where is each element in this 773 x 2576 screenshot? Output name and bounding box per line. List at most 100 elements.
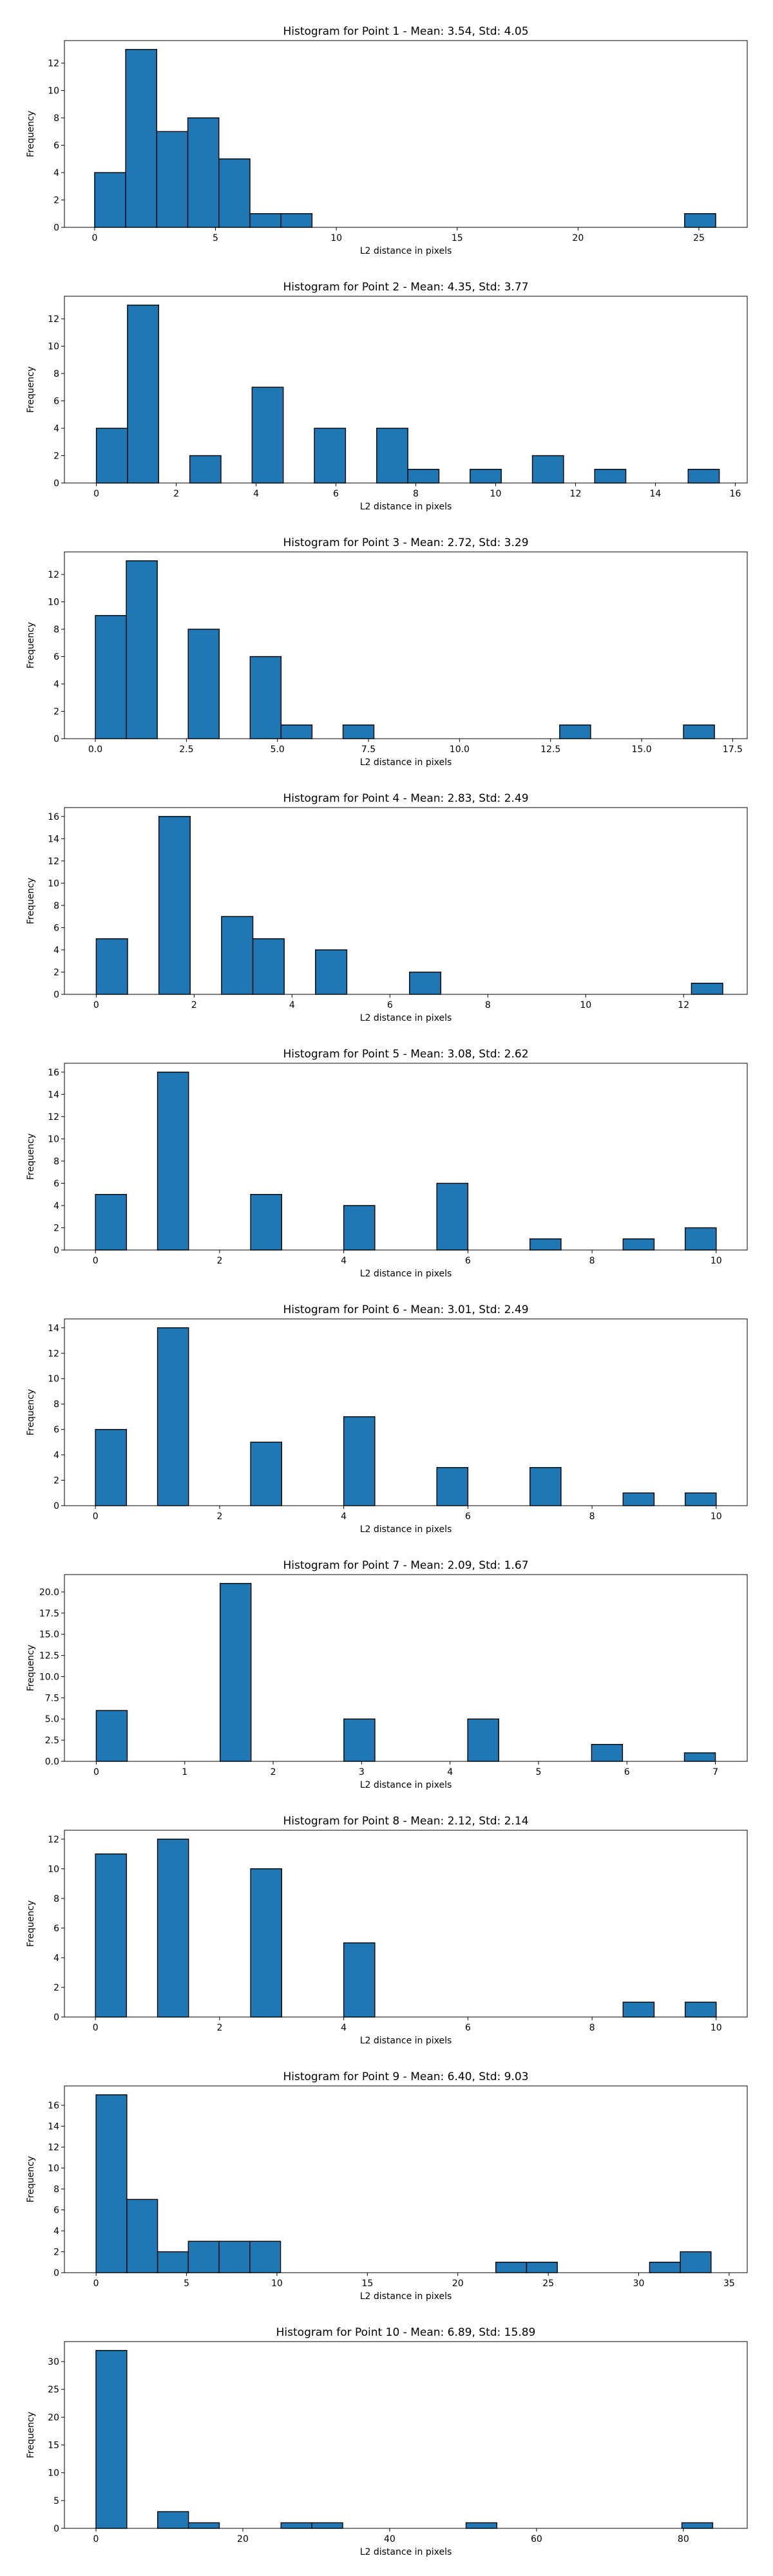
y-tick-label: 8 — [53, 901, 59, 911]
histogram-bar — [343, 1416, 376, 1506]
y-tick-label: 16 — [48, 2101, 59, 2111]
histogram-bar — [95, 615, 127, 739]
histogram-bar — [684, 1227, 717, 1251]
x-tick-label: 17.5 — [723, 744, 743, 755]
x-tick-label: 0 — [93, 1767, 99, 1777]
x-tick-label: 6 — [387, 1000, 393, 1010]
x-axis-label: L2 distance in pixels — [360, 502, 452, 512]
y-tick-label: 2 — [53, 2248, 59, 2258]
x-tick-label: 6 — [333, 489, 339, 499]
y-tick-label: 2 — [53, 1476, 59, 1486]
x-tick-label: 6 — [465, 2023, 471, 2033]
axes-frame — [64, 551, 748, 739]
x-tick-label: 12 — [678, 1000, 689, 1010]
x-tick-label: 35 — [723, 2278, 735, 2289]
x-tick-label: 20 — [452, 2278, 464, 2289]
y-tick-label: 5.0 — [45, 1714, 59, 1725]
chart-title: Histogram for Point 6 - Mean: 3.01, Std:… — [283, 1303, 528, 1316]
histogram-bar — [249, 213, 282, 228]
histogram-bar — [680, 2251, 712, 2273]
y-tick-label: 0 — [53, 1501, 59, 1511]
histogram-bar — [343, 1205, 376, 1251]
x-tick-label: 5 — [535, 1767, 541, 1777]
histogram-bar — [467, 1718, 499, 1762]
histogram-bar — [157, 1839, 189, 2018]
chart-title: Histogram for Point 4 - Mean: 2.83, Std:… — [283, 792, 528, 805]
x-tick-label: 10 — [711, 1511, 722, 1522]
histogram-bar — [465, 2522, 498, 2529]
y-tick-label: 6 — [53, 652, 59, 663]
histogram-bar — [125, 49, 158, 228]
y-tick-label: 5 — [53, 2496, 59, 2506]
x-tick-label: 10.0 — [450, 744, 470, 755]
x-tick-label: 14 — [650, 489, 662, 499]
x-axis-label: L2 distance in pixels — [360, 757, 452, 768]
y-tick-label: 10 — [48, 1864, 59, 1875]
axes-frame — [64, 40, 748, 228]
histogram-bar — [157, 1072, 189, 1251]
histogram-bar — [252, 938, 285, 995]
y-axis-label: Frequency — [26, 1900, 36, 1947]
x-tick-label: 25 — [542, 2278, 554, 2289]
histogram-bar — [95, 428, 128, 484]
histogram-bar — [219, 1583, 252, 1762]
x-tick-label: 0 — [93, 2278, 99, 2289]
histogram-bar — [221, 916, 254, 995]
chart-title: Histogram for Point 3 - Mean: 2.72, Std:… — [283, 536, 528, 549]
y-tick-label: 0 — [53, 478, 59, 489]
x-axis-label: L2 distance in pixels — [360, 2036, 452, 2046]
histogram-bar — [591, 1743, 624, 1762]
x-tick-label: 6 — [465, 1511, 471, 1522]
x-axis-label: L2 distance in pixels — [360, 1524, 452, 1535]
axes-frame — [64, 2085, 748, 2273]
histogram-bar — [95, 2350, 128, 2529]
x-tick-label: 12 — [570, 489, 582, 499]
histogram-bar — [127, 305, 159, 484]
x-tick-label: 7.5 — [361, 744, 376, 755]
y-tick-label: 10.0 — [39, 1672, 59, 1682]
y-tick-label: 8 — [53, 1399, 59, 1410]
chart-title: Histogram for Point 1 - Mean: 3.54, Std:… — [283, 25, 528, 38]
x-tick-label: 1 — [182, 1767, 187, 1777]
x-tick-label: 2 — [191, 1000, 197, 1010]
y-tick-label: 10 — [48, 1374, 59, 1385]
y-tick-label: 6 — [53, 397, 59, 407]
chart-title: Histogram for Point 10 - Mean: 6.89, Std… — [276, 2326, 536, 2339]
histogram-bar — [250, 1441, 282, 1506]
histogram-bar — [681, 2522, 714, 2529]
x-tick-label: 15.0 — [631, 744, 651, 755]
x-tick-label: 10 — [580, 1000, 591, 1010]
histogram-panel: Histogram for Point 4 - Mean: 2.83, Std:… — [26, 792, 748, 1023]
y-tick-label: 10 — [48, 2468, 59, 2479]
x-tick-label: 15 — [361, 2278, 373, 2289]
y-tick-label: 16 — [48, 812, 59, 822]
y-tick-label: 17.5 — [39, 1609, 59, 1619]
histogram-panel: Histogram for Point 10 - Mean: 6.89, Std… — [26, 2326, 748, 2557]
y-tick-label: 15 — [48, 2441, 59, 2451]
y-tick-label: 0 — [53, 734, 59, 744]
y-axis-label: Frequency — [26, 2412, 36, 2458]
x-tick-label: 0 — [93, 2534, 99, 2544]
histogram-panel: Histogram for Point 2 - Mean: 4.35, Std:… — [26, 281, 748, 512]
histogram-bar — [531, 455, 564, 484]
x-tick-label: 20 — [572, 233, 584, 243]
y-axis-label: Frequency — [26, 2156, 36, 2202]
x-tick-label: 5.0 — [271, 744, 285, 755]
histogram-bar — [249, 2240, 282, 2273]
x-axis-label: L2 distance in pixels — [360, 1013, 452, 1023]
x-tick-label: 8 — [589, 2023, 595, 2033]
y-tick-label: 14 — [48, 1090, 59, 1100]
histogram-bar — [95, 938, 128, 995]
x-tick-label: 15 — [452, 233, 463, 243]
histogram-bar — [311, 2522, 343, 2529]
axes-frame — [64, 1063, 748, 1251]
y-tick-label: 2 — [53, 451, 59, 462]
x-axis-label: L2 distance in pixels — [360, 1780, 452, 1790]
x-tick-label: 10 — [330, 233, 342, 243]
histogram-bar — [684, 213, 716, 228]
x-tick-label: 12.5 — [540, 744, 560, 755]
y-tick-label: 12 — [48, 314, 59, 325]
y-tick-label: 4 — [53, 1201, 59, 1211]
axes-frame — [64, 807, 748, 995]
